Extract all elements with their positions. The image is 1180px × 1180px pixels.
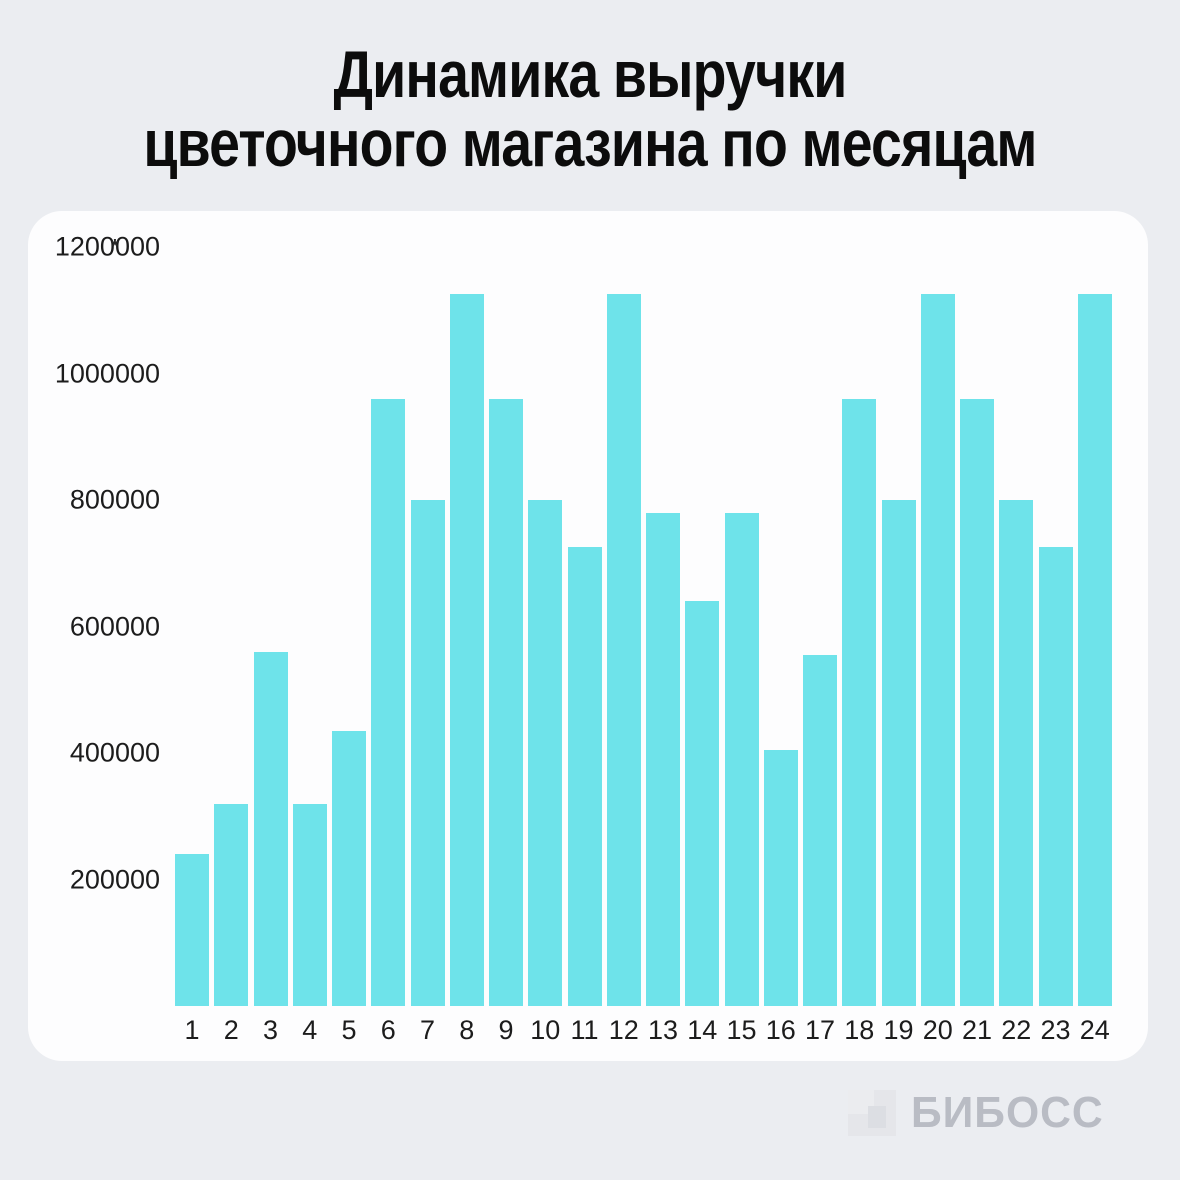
x-tick-label: 14 [687,1015,718,1045]
bar-month-16 [763,749,798,1006]
y-tick-label: 800000 [69,484,160,515]
y-tick-label: 1000000 [54,358,160,388]
bar-month-20 [920,294,955,1006]
x-tick-label: 8 [459,1015,475,1045]
bar-month-1 [175,854,209,1006]
bar-month-4 [292,803,327,1006]
y-tick-label: 600000 [69,611,160,641]
x-tick-label: 23 [1040,1015,1071,1045]
x-tick-label: 20 [922,1015,953,1045]
x-tick-label: 16 [765,1015,796,1045]
bar-month-5 [332,730,366,1006]
x-tick-label: 5 [341,1015,357,1045]
x-axis-labels: 1 2 3 4 5 6 7 8 9 10 11 12 13 14 15 16 17 18 19 20 21 22 23 24 [175,1015,1112,1046]
biboss-square-icon [848,1090,897,1136]
plot-area [175,247,1112,1006]
bar-month-7 [410,500,445,1006]
bars [175,247,1112,1006]
bar-month-14 [685,601,720,1006]
bar-month-17 [803,654,837,1006]
x-tick-label: 24 [1079,1015,1110,1045]
x-tick-label: 2 [223,1015,239,1045]
bar-month-22 [999,500,1034,1006]
bar-month-13 [646,512,680,1006]
x-tick-label: 7 [419,1015,436,1045]
x-tick-label: 10 [530,1015,561,1045]
x-tick-label: 12 [608,1015,639,1045]
chart-card: 1200000 1000000 800000 600000 400000 200000 1… [28,211,1148,1061]
x-tick-label: 13 [647,1015,679,1045]
chart-title-line-1: Динамика выручки [333,37,848,111]
x-tick-label: 22 [1001,1015,1032,1045]
bar-month-10 [528,500,563,1006]
bar-month-18 [842,398,877,1006]
bar-month-21 [960,398,994,1006]
bar-month-24 [1077,294,1112,1006]
x-tick-label: 9 [498,1015,514,1045]
biboss-logo-text: БИБОСС [911,1088,1105,1137]
bar-month-2 [214,803,249,1006]
bar-month-9 [489,398,523,1006]
x-tick-label: 4 [302,1015,318,1045]
y-tick-label: 1200000 [54,231,160,262]
x-tick-label: 19 [883,1015,914,1045]
x-tick-label: 21 [961,1015,993,1045]
x-tick-label: 1 [184,1015,200,1045]
x-tick-label: 11 [570,1015,599,1045]
x-tick-label: 6 [380,1015,396,1045]
y-tick-label: 400000 [69,737,160,768]
bar-month-8 [449,294,484,1006]
bar-month-6 [371,398,406,1006]
x-tick-label: 15 [726,1015,757,1045]
bar-month-19 [881,500,916,1006]
bar-month-23 [1038,547,1073,1006]
x-tick-label: 17 [804,1015,836,1045]
bar-month-12 [606,294,641,1006]
chart-title: Динамика выручки цветочного магазина по … [0,40,1180,178]
bar-month-15 [724,512,759,1006]
biboss-logo: БИБОСС [848,1088,1110,1138]
axis-asterisk-mark: * [111,236,119,258]
x-tick-label: 18 [844,1015,875,1045]
x-tick-label: 3 [262,1015,279,1045]
y-axis-labels: 1200000 1000000 800000 600000 400000 200000 [54,232,160,1006]
y-tick-label: 200000 [69,864,160,894]
bar-month-11 [567,547,602,1006]
bar-month-3 [253,651,288,1006]
chart-title-line-2: цветочного магазина по месяцам [143,106,1037,180]
